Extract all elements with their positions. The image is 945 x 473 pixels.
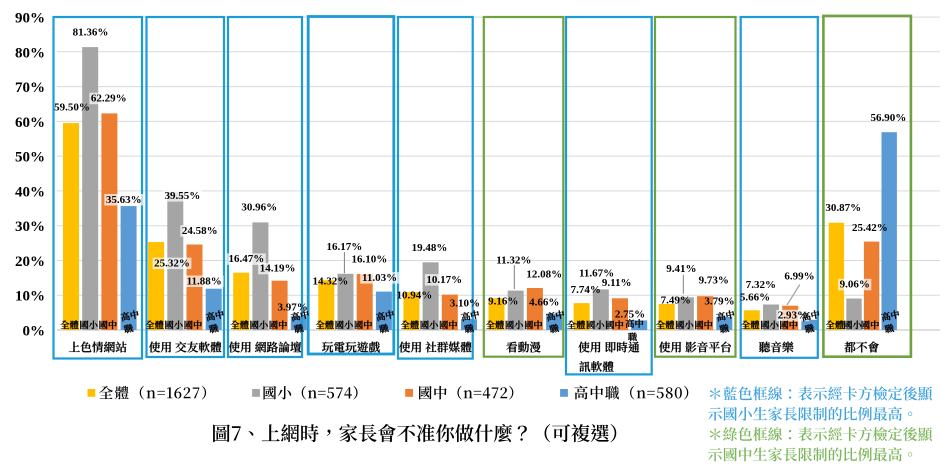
svg-text:11.88%: 11.88% [187, 275, 222, 287]
svg-text:11.67%: 11.67% [579, 268, 614, 280]
svg-text:9.06%: 9.06% [840, 279, 870, 291]
svg-text:20%: 20% [15, 254, 45, 270]
svg-text:2.93%: 2.93% [778, 310, 808, 322]
svg-text:39.55%: 39.55% [165, 190, 201, 202]
svg-text:40%: 40% [15, 184, 45, 200]
svg-text:35.63%: 35.63% [106, 194, 142, 206]
svg-text:6.99%: 6.99% [784, 271, 814, 283]
svg-text:4.66%: 4.66% [529, 297, 559, 309]
svg-text:80%: 80% [15, 45, 45, 61]
svg-text:11.03%: 11.03% [362, 272, 397, 284]
svg-text:60%: 60% [15, 115, 45, 131]
svg-text:30.96%: 30.96% [241, 202, 277, 214]
svg-text:9.16%: 9.16% [488, 296, 518, 308]
svg-text:11.32%: 11.32% [496, 254, 531, 266]
svg-text:14.32%: 14.32% [313, 275, 349, 287]
svg-text:14.19%: 14.19% [260, 263, 296, 275]
svg-text:9.41%: 9.41% [666, 263, 696, 275]
svg-text:3.97%: 3.97% [277, 301, 307, 313]
svg-text:3.10%: 3.10% [450, 298, 480, 310]
svg-text:62.29%: 62.29% [91, 93, 127, 105]
svg-text:30.87%: 30.87% [825, 202, 861, 214]
svg-text:5.66%: 5.66% [740, 291, 770, 303]
svg-text:3.79%: 3.79% [704, 295, 734, 307]
svg-text:24.58%: 24.58% [182, 225, 218, 237]
svg-text:81.36%: 81.36% [73, 27, 109, 39]
svg-text:16.17%: 16.17% [327, 241, 363, 253]
svg-text:12.08%: 12.08% [526, 269, 562, 281]
svg-text:90%: 90% [15, 11, 45, 27]
svg-text:59.50%: 59.50% [54, 101, 90, 113]
svg-text:7.74%: 7.74% [571, 284, 601, 296]
svg-text:16.47%: 16.47% [229, 253, 265, 265]
svg-text:10%: 10% [15, 289, 45, 305]
svg-text:25.42%: 25.42% [852, 222, 888, 234]
svg-text:56.90%: 56.90% [871, 112, 907, 124]
svg-text:9.11%: 9.11% [602, 277, 632, 289]
svg-text:19.48%: 19.48% [412, 242, 448, 254]
svg-text:9.73%: 9.73% [699, 274, 729, 286]
svg-text:50%: 50% [15, 150, 45, 166]
svg-text:7.49%: 7.49% [661, 294, 691, 306]
svg-text:7.32%: 7.32% [746, 279, 776, 291]
svg-text:2.75%: 2.75% [615, 309, 645, 321]
svg-text:30%: 30% [15, 219, 45, 235]
svg-text:10.94%: 10.94% [397, 290, 433, 302]
svg-text:25.32%: 25.32% [154, 257, 190, 269]
svg-text:10.17%: 10.17% [426, 274, 462, 286]
svg-text:0%: 0% [23, 324, 46, 340]
svg-text:70%: 70% [15, 80, 45, 96]
svg-text:16.10%: 16.10% [352, 254, 388, 266]
